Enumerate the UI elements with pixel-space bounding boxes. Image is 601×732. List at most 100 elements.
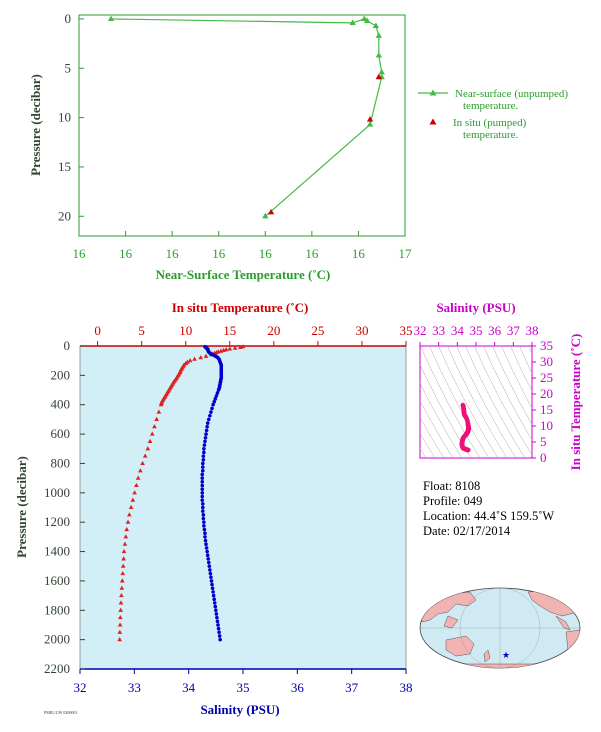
unpumped-point [375,51,382,58]
ts-point [465,447,471,453]
temperature-point [147,438,153,443]
unpumped-point [378,68,385,75]
salinity-point [200,498,205,502]
top-x-tick-label: 16 [259,246,273,261]
temperature-point [187,358,193,363]
salinity-point [203,531,207,535]
salinity-point [205,549,209,554]
salinity-point [200,505,205,510]
float-location-star: ★ [502,650,510,660]
ts-sal-tick-label: 36 [488,323,502,338]
ts-points [459,402,471,453]
unpumped-point [107,15,115,22]
top-y-axis-label: Pressure (decibar) [28,74,43,176]
salinity-point [212,601,217,605]
density-contour [510,346,532,392]
ts-salinity-ticks: 32 33 34 35 36 37 38 [414,323,539,346]
salinity-point [202,527,207,532]
world-map: ★ [419,587,581,669]
salinity-point [204,432,208,436]
density-contour [483,346,532,441]
salinity-point [214,394,219,398]
top-x-tick-label: 16 [119,246,133,261]
main-y-axis-label: Pressure (decibar) [14,456,29,558]
map-south-america [565,629,580,667]
salinity-point [208,571,213,576]
salinity-point [215,619,220,624]
unpumped-point [372,22,380,28]
salinity-point [211,590,215,594]
ts-temp-tick-label: 20 [540,386,553,401]
map-australia [445,635,475,657]
salinity-point [214,612,219,616]
temperature-point [192,356,197,361]
salinity-point [204,542,208,547]
temperature-point [121,556,126,561]
salinity-point [201,454,206,458]
ts-temp-tick-label: 0 [540,450,547,465]
density-contour [420,382,463,458]
salinity-point [211,402,215,407]
salinity-point [216,626,221,631]
salinity-point [204,546,209,550]
salinity-point [202,443,207,447]
salinity-point [200,483,205,488]
temperature-point [223,347,229,352]
ts-sal-tick-label: 34 [451,323,465,338]
salinity-point [210,586,215,591]
density-contour [456,346,517,458]
density-contour [420,346,481,458]
temperature-point [240,344,246,349]
density-contour [420,432,436,458]
top-y-tick-label: 15 [58,159,71,174]
salinity-point [200,491,205,495]
salinity-point [213,604,218,609]
float-info: Float: 8108 Profile: 049 Location: 44.4˚… [423,479,554,538]
salinity-point [214,608,218,613]
temperature-point [119,578,125,583]
density-contour [438,346,499,458]
map-new-zealand [483,649,491,663]
temperature-point [152,424,157,429]
salinity-point [217,634,222,638]
salinity-point [203,535,207,539]
temperature-point [128,504,134,510]
temperature-point [125,519,131,524]
salinity-point [202,446,206,451]
salinity-point [200,472,205,477]
temperature-point [145,446,151,451]
main-y-tick-label: 0 [64,338,71,353]
salinity-point [200,480,205,484]
salinity-point [202,450,206,455]
salinity-point [212,597,217,602]
salinity-point [204,428,209,433]
salinity-profile [200,344,224,642]
salinity-point [203,538,208,543]
temperature-point [120,570,126,576]
salinity-point [215,391,220,395]
density-contour [447,346,508,458]
main-y-tick-label: 1000 [44,485,70,500]
main-y-tick-label: 200 [51,367,71,382]
temperature-point [123,534,129,539]
salinity-point [209,410,213,414]
salinity-point [201,457,206,462]
salinity-point [216,623,220,627]
salinity-point [207,564,212,569]
density-contour [528,346,532,355]
main-y-tick-label: 1400 [44,544,70,559]
ts-temp-tick-label: 10 [540,418,553,433]
temperature-point [124,526,130,532]
top-x-tick-label: 17 [399,246,413,261]
salinity-point [200,461,205,466]
top-x-tick-label: 16 [305,246,319,261]
temperature-point [135,475,141,480]
sal-tick-label: 37 [345,680,359,695]
top-x-axis-label: Near-Surface Temperature (˚C) [156,267,331,282]
temperature-point [238,344,243,350]
ts-temp-tick-label: 25 [540,370,553,385]
salinity-point [209,575,213,580]
temperature-point [127,512,132,517]
unpumped-point [375,32,382,38]
